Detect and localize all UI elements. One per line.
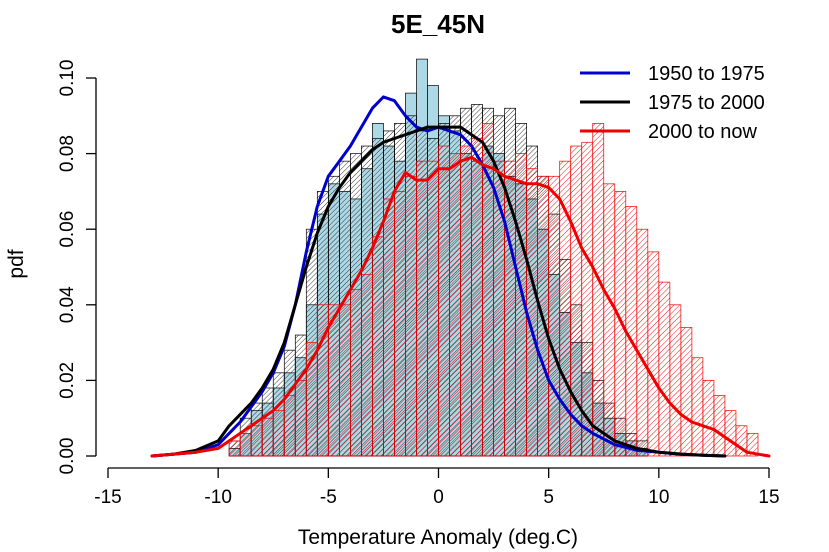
y-tick-label: 0.06 — [57, 211, 78, 248]
histogram-bar — [294, 380, 307, 457]
legend-label: 2000 to now — [648, 121, 758, 143]
y-tick-label: 0.10 — [57, 60, 78, 97]
x-tick-label: 10 — [648, 487, 669, 508]
histogram-bar — [350, 289, 362, 457]
density-curve-2 — [150, 125, 727, 458]
histogram-bar — [283, 395, 296, 457]
histogram-bars — [228, 58, 759, 457]
histogram-bar — [416, 160, 428, 457]
histogram-bar — [272, 410, 285, 457]
histogram-bar — [250, 425, 263, 457]
histogram-bar — [581, 141, 594, 457]
histogram-bar — [372, 236, 384, 457]
x-tick-label: 15 — [758, 487, 779, 508]
y-tick-label: 0.00 — [57, 438, 78, 475]
histogram-bar — [746, 432, 759, 457]
histogram-bar — [603, 183, 616, 457]
histogram-bar — [261, 417, 274, 457]
density-curves — [150, 95, 771, 458]
x-tick-label: 5 — [543, 487, 554, 508]
histogram-bar — [724, 410, 737, 457]
histogram-bar — [239, 432, 252, 457]
histogram-bar — [526, 168, 539, 457]
y-tick-label: 0.04 — [57, 286, 78, 323]
histogram-bar — [361, 274, 373, 457]
legend-item: 1975 to 2000 — [580, 92, 765, 114]
histogram-bar — [383, 198, 395, 457]
histogram-bar — [713, 395, 726, 457]
histogram-bar — [460, 145, 472, 457]
legend: 1950 to 1975 1975 to 2000 2000 to now — [580, 63, 765, 143]
histogram-bar — [394, 191, 406, 457]
histogram-bar — [614, 191, 627, 457]
histogram-bar — [405, 175, 417, 457]
legend-item: 1950 to 1975 — [580, 63, 765, 85]
histogram-bar — [647, 251, 660, 457]
histogram-bar — [691, 357, 704, 457]
histogram-bar — [471, 138, 483, 457]
histogram-bar — [702, 380, 715, 457]
legend-label: 1975 to 2000 — [648, 92, 765, 114]
histogram-bar — [228, 440, 241, 457]
legend-item: 2000 to now — [580, 121, 758, 143]
histogram-bar — [636, 228, 649, 457]
histogram-bar — [592, 123, 605, 457]
density-curve-3 — [150, 155, 771, 458]
x-axis-label: Temperature Anomaly (deg.C) — [298, 526, 578, 549]
histogram-bar — [658, 281, 671, 457]
x-tick-label: -15 — [94, 487, 121, 508]
x-tick-label: 0 — [433, 487, 444, 508]
y-axis-label: pdf — [5, 249, 28, 278]
histogram-bar — [449, 153, 461, 457]
axes: -15 -10 -5 0 5 10 15 0.00 0.02 0.04 0.06 0.08 0.10 — [57, 60, 780, 508]
bars-series-3 — [228, 123, 759, 457]
histogram-bar — [680, 327, 693, 457]
x-tick-label: -10 — [204, 487, 231, 508]
legend-label: 1950 to 1975 — [648, 63, 765, 85]
histogram-bar — [339, 304, 351, 457]
y-tick-label: 0.02 — [57, 362, 78, 399]
histogram-bar — [438, 145, 450, 457]
x-tick-label: -5 — [320, 487, 337, 508]
histogram-bar — [427, 160, 439, 457]
chart-title: 5E_45N — [391, 9, 485, 39]
histogram-bar — [548, 175, 561, 457]
y-tick-label: 0.08 — [57, 135, 78, 172]
histogram-bar — [669, 304, 682, 457]
